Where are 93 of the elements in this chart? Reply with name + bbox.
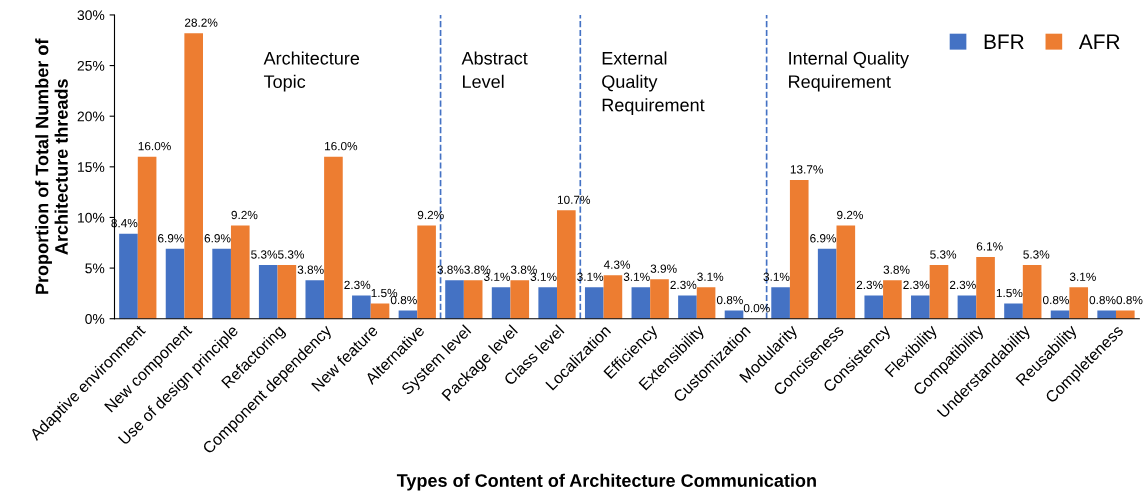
bar — [1069, 287, 1089, 319]
x-axis-title: Types of Content of Architecture Communication — [396, 473, 816, 491]
y-tick-label: 0% — [85, 314, 105, 324]
bar — [212, 248, 231, 319]
bar — [789, 179, 809, 319]
data-label: 2.3% — [670, 280, 697, 290]
data-label: 3.8% — [883, 265, 910, 274]
data-label: 6.9% — [158, 234, 184, 243]
y-axis-title: Proportion of Total Number of Architecture threads — [35, 38, 68, 294]
data-label: 3.1% — [697, 272, 724, 281]
bar — [119, 233, 138, 319]
bar — [957, 295, 977, 319]
bar — [911, 295, 930, 319]
annotation: Abstract Level — [461, 51, 528, 89]
annotation: External Quality Requirement — [602, 51, 705, 115]
data-label: 1.5% — [996, 288, 1023, 298]
y-tick-label: 15% — [78, 162, 105, 172]
data-label: 9.2% — [837, 210, 863, 220]
y-tick-label: 5% — [85, 263, 105, 274]
bar — [491, 287, 511, 319]
bar — [929, 265, 949, 319]
legend-label: BFR — [984, 34, 1024, 49]
data-label: 3.1% — [530, 272, 557, 281]
data-label: 5.3% — [1023, 250, 1050, 259]
y-tick-label: 25% — [77, 60, 105, 71]
bar — [417, 225, 436, 319]
data-label: 3.9% — [650, 264, 677, 273]
bar — [1022, 265, 1042, 319]
bar — [1004, 303, 1023, 319]
data-label: 3.1% — [763, 272, 790, 281]
bar — [603, 275, 623, 319]
bar — [445, 280, 464, 319]
data-label: 5.3% — [251, 250, 278, 259]
data-label: 9.2% — [231, 210, 258, 220]
data-label: 0.8% — [1116, 295, 1143, 305]
bar — [165, 248, 185, 319]
bar — [184, 33, 203, 319]
data-label: 5.3% — [278, 250, 305, 259]
data-label: 3.1% — [577, 272, 604, 281]
data-label: 6.1% — [976, 242, 1003, 251]
bar — [883, 280, 902, 319]
bar — [678, 295, 697, 319]
bar — [324, 156, 343, 319]
data-label: 6.9% — [204, 234, 231, 243]
data-label: 3.8% — [464, 265, 491, 274]
bar — [631, 287, 651, 319]
data-label: 2.3% — [344, 280, 371, 290]
data-label: 5.3% — [930, 250, 957, 259]
bar — [650, 279, 669, 319]
y-tick-label: 10% — [78, 212, 105, 223]
data-label: 0.8% — [716, 295, 743, 305]
bar — [771, 287, 790, 319]
data-label: 16.0% — [325, 141, 358, 151]
data-label: 3.8% — [437, 265, 464, 274]
data-label: 0.0% — [743, 303, 770, 313]
bar — [137, 156, 157, 319]
bar — [352, 295, 371, 319]
data-label: 3.1% — [623, 272, 650, 281]
bar — [258, 265, 278, 319]
data-label: 0.8% — [1089, 295, 1116, 305]
bar — [817, 248, 837, 319]
bar — [538, 287, 558, 319]
data-label: 6.9% — [810, 234, 837, 243]
annotation: Architecture Topic — [263, 51, 360, 92]
data-label: 3.8% — [510, 265, 537, 274]
bar — [696, 287, 716, 319]
bar — [864, 295, 884, 319]
data-label: 28.2% — [184, 18, 218, 27]
bar — [305, 280, 325, 319]
data-label: 1.5% — [371, 288, 398, 298]
legend-label: AFR — [1078, 34, 1120, 49]
data-label: 2.3% — [856, 280, 883, 290]
data-label: 16.0% — [138, 141, 171, 151]
bar — [976, 256, 995, 319]
data-label: 2.3% — [949, 280, 976, 290]
bar — [836, 225, 856, 319]
data-label: 3.1% — [483, 272, 511, 281]
bar — [510, 280, 530, 319]
data-label: 9.2% — [417, 210, 444, 220]
bar — [230, 225, 250, 319]
data-label: 3.1% — [1069, 272, 1096, 281]
bar — [463, 280, 483, 319]
bar — [277, 265, 297, 319]
data-label: 13.7% — [790, 165, 823, 174]
data-label: 2.3% — [903, 280, 930, 290]
data-label: 0.8% — [1042, 295, 1069, 305]
y-tick-label: 20% — [77, 111, 105, 122]
y-tick-label: 30% — [77, 10, 105, 21]
bar — [557, 210, 576, 319]
annotation: Internal Quality Requirement — [789, 51, 909, 92]
data-label: 3.8% — [297, 265, 324, 274]
bar — [584, 287, 604, 319]
data-label: 4.3% — [603, 260, 631, 269]
